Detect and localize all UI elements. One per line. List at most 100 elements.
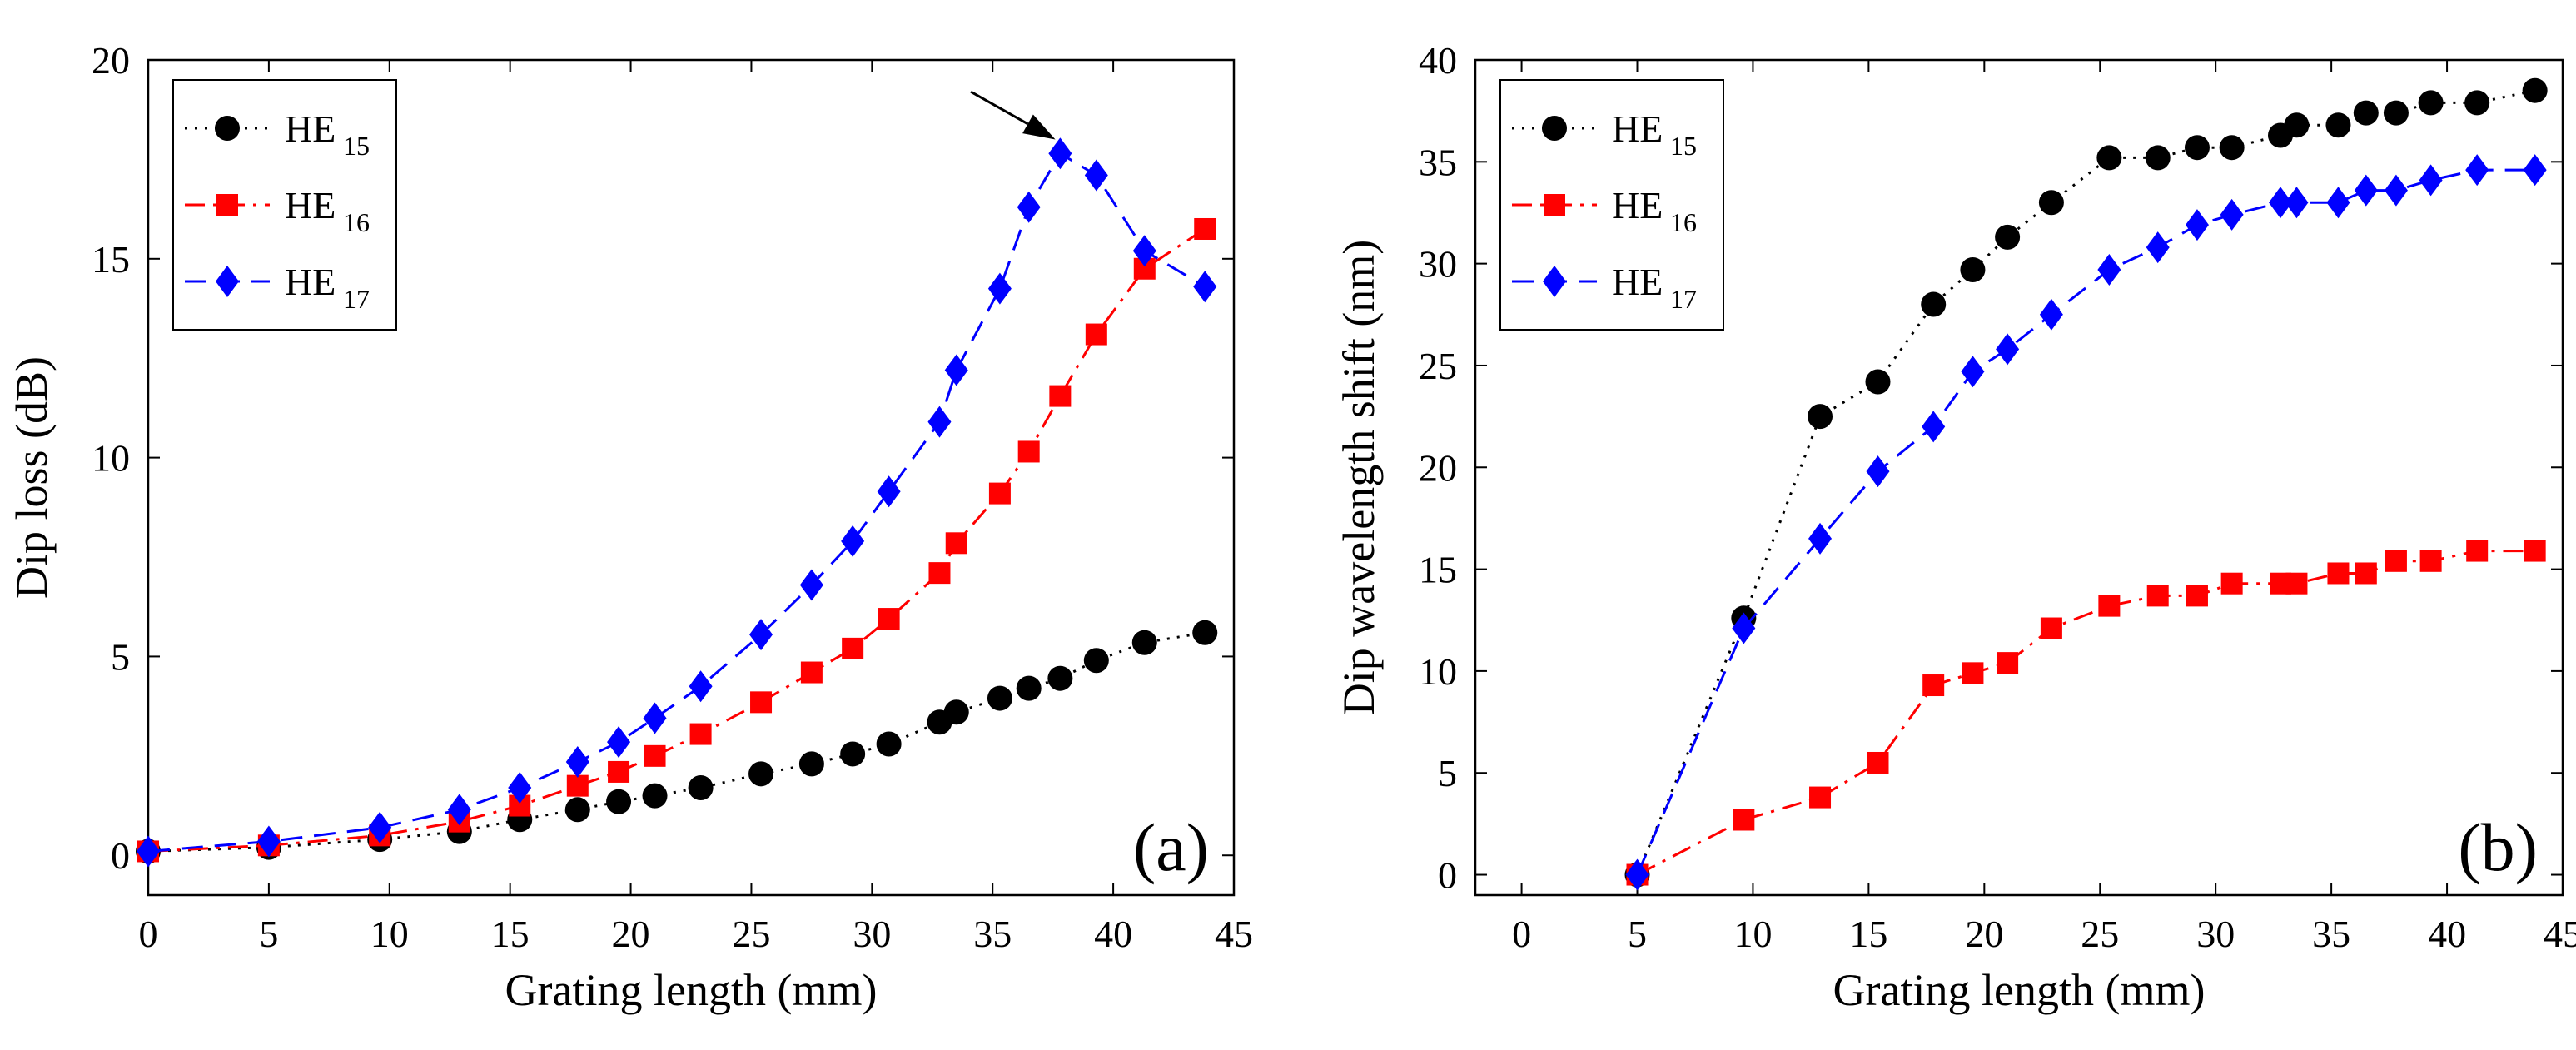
data-point-HE15 <box>642 783 668 809</box>
data-point-HE15 <box>2325 112 2351 138</box>
data-point-HE16 <box>566 774 589 797</box>
x-tick-label: 40 <box>2428 913 2466 955</box>
series-line-HE15 <box>1636 89 2535 876</box>
legend-label: HE <box>1612 261 1663 303</box>
data-point-HE17 <box>2384 174 2408 207</box>
x-tick-label: 25 <box>732 913 770 955</box>
legend-label-subscript: 17 <box>343 284 370 314</box>
legend-marker <box>1542 116 1567 141</box>
data-point-HE15 <box>2219 135 2245 161</box>
x-tick-label: 20 <box>612 913 650 955</box>
data-point-HE17 <box>2326 187 2350 219</box>
data-point-HE16 <box>2285 572 2308 595</box>
data-point-HE15 <box>1921 291 1947 317</box>
data-point-HE16 <box>1049 385 1072 407</box>
data-point-HE16 <box>608 760 630 783</box>
data-point-HE17 <box>447 794 471 826</box>
chart-panel-a: 0 5 10 15 20 25 30 35 40 45 0 5 10 15 20 Grating length… <box>7 39 1253 1015</box>
y-tick-label: 10 <box>1419 650 1457 693</box>
data-point-HE17 <box>944 354 968 386</box>
legend-label: HE <box>1612 107 1663 150</box>
y-tick-label: 20 <box>92 39 130 82</box>
data-point-HE15 <box>1131 630 1157 655</box>
data-point-HE15 <box>1083 648 1109 674</box>
data-point-HE16 <box>689 723 712 745</box>
legend-label-subscript: 15 <box>1670 131 1697 161</box>
data-point-HE17 <box>565 745 589 778</box>
y-tick-label: 40 <box>1419 39 1457 82</box>
legend-label-subscript: 17 <box>1670 284 1697 314</box>
y-axis-label: Dip loss (dB) <box>7 356 57 599</box>
x-tick-label: 25 <box>2081 913 2119 955</box>
data-point-HE16 <box>1867 751 1889 774</box>
x-tick-label: 30 <box>853 913 891 955</box>
axes-box <box>1474 58 2564 897</box>
data-point-HE15 <box>1192 620 1218 645</box>
data-point-HE17 <box>987 272 1012 305</box>
data-point-HE17 <box>1625 858 1649 891</box>
legend-label-subscript: 16 <box>1670 207 1697 237</box>
data-point-HE16 <box>2040 617 2062 639</box>
data-point-HE17 <box>1017 191 1041 223</box>
series-line-HE15 <box>147 631 1206 853</box>
legend-marker <box>1544 194 1565 216</box>
data-point-HE17 <box>2039 298 2063 331</box>
data-point-HE16 <box>988 482 1011 505</box>
data-point-HE15 <box>1808 404 1833 430</box>
data-point-HE17 <box>607 726 631 759</box>
data-point-HE15 <box>564 797 590 823</box>
data-point-HE16 <box>2355 562 2377 585</box>
data-point-HE15 <box>1865 369 1891 395</box>
legend-box <box>1499 79 1724 331</box>
x-tick-label: 30 <box>2196 913 2235 955</box>
data-point-HE16 <box>2146 585 2169 607</box>
data-point-HE17 <box>799 569 823 601</box>
x-tick-label: 0 <box>1512 913 1531 955</box>
data-point-HE17 <box>2097 253 2121 286</box>
data-point-HE17 <box>1193 271 1217 303</box>
data-point-HE16 <box>1194 217 1216 240</box>
data-point-HE15 <box>2522 77 2548 103</box>
data-point-HE17 <box>927 406 952 438</box>
data-point-HE16 <box>2186 585 2208 607</box>
y-tick-label: 30 <box>1419 243 1457 286</box>
x-tick-label: 35 <box>973 913 1012 955</box>
x-axis-label: Grating length (mm) <box>1833 965 2206 1015</box>
annotation-arrow-shaft <box>970 90 1029 126</box>
y-tick-label: 0 <box>111 834 130 877</box>
data-point-HE15 <box>1016 675 1042 701</box>
panel-label: (b) <box>2458 809 2538 885</box>
legend-label-subscript: 15 <box>343 131 370 161</box>
data-point-HE16 <box>1997 652 2019 674</box>
data-point-HE15 <box>2096 145 2122 171</box>
x-tick-label: 5 <box>1628 913 1647 955</box>
data-point-HE15 <box>840 741 866 767</box>
series-line-HE17 <box>1636 168 2535 876</box>
y-tick-label: 25 <box>1419 345 1457 387</box>
y-tick-label: 5 <box>1438 752 1457 794</box>
data-point-HE17 <box>1996 333 2020 366</box>
data-point-HE15 <box>1960 256 1986 282</box>
data-point-HE17 <box>689 670 713 703</box>
data-point-HE17 <box>2465 154 2489 187</box>
data-point-HE17 <box>1961 356 1985 388</box>
data-point-HE16 <box>878 608 900 630</box>
x-tick-label: 15 <box>1849 913 1887 955</box>
data-point-HE16 <box>2385 550 2407 572</box>
legend-label: HE <box>1612 184 1663 226</box>
data-point-HE16 <box>1962 662 1984 684</box>
y-tick-label: 20 <box>1419 446 1457 489</box>
data-point-HE15 <box>2353 100 2379 126</box>
data-point-HE17 <box>2354 174 2378 207</box>
data-point-HE17 <box>1732 612 1756 644</box>
data-point-HE15 <box>987 685 1012 711</box>
data-point-HE16 <box>842 637 864 659</box>
data-point-HE16 <box>2466 540 2489 562</box>
data-point-HE17 <box>1048 137 1072 170</box>
data-point-HE15 <box>2284 112 2310 138</box>
data-point-HE17 <box>2268 187 2292 219</box>
y-tick-label: 10 <box>92 437 130 480</box>
y-tick-label: 15 <box>1419 549 1457 591</box>
data-point-HE15 <box>943 699 969 725</box>
